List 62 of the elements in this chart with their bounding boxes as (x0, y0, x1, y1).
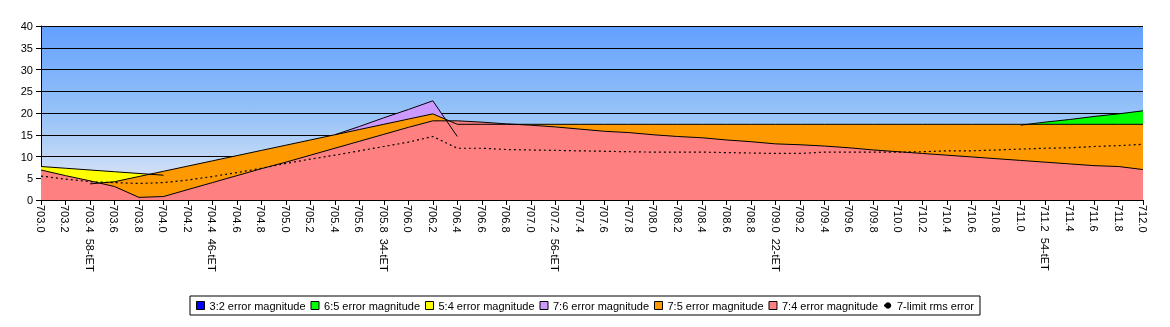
legend-label: 3:2 error magnitude (209, 299, 306, 312)
x-tick-label: 703.0 (35, 205, 47, 233)
legend-label: 7:6 error magnitude (553, 299, 649, 312)
x-tick-label: 712.0 (1137, 205, 1149, 233)
x-tick-label: 708.6 (720, 205, 733, 233)
x-tick-label: 705.8 34-tET (377, 205, 390, 272)
x-tick-label: 703.8 (132, 205, 145, 233)
x-tick-label: 709.4 (818, 205, 831, 233)
x-tick-label: 705.2 (304, 205, 317, 233)
x-tick-label: 705.6 (353, 205, 366, 233)
x-tick-label: 710.6 (965, 205, 978, 233)
y-tick-label: 20 (20, 107, 33, 119)
legend-label: 7-limit rms error (897, 299, 975, 312)
x-tick-label: 708.2 (671, 205, 684, 233)
y-tick-label: 0 (26, 194, 33, 206)
x-tick-label: 705.0 (279, 205, 292, 233)
x-tick-label: 704.4 46-tET (206, 205, 219, 272)
x-tick-label: 710.0 (892, 205, 905, 233)
x-tick-label: 711.8 (1112, 205, 1125, 232)
y-tick-label: 25 (20, 85, 33, 98)
y-tick-label: 30 (20, 63, 33, 76)
x-tick-label: 711.2 54-tET (1039, 205, 1052, 272)
x-tick-label: 704.8 (255, 205, 268, 233)
x-tick-label: 706.4 (451, 205, 464, 233)
x-tick-label: 709.6 (843, 205, 856, 233)
legend-label: 7:4 error magnitude (782, 299, 878, 312)
x-tick-label: 708.8 (745, 205, 758, 233)
x-tick-label: 710.8 (990, 205, 1003, 233)
y-tick-label: 15 (20, 128, 33, 141)
x-tick-label: 711.4 (1063, 205, 1076, 232)
x-tick-label: 710.4 (941, 205, 954, 233)
x-tick-label: 704.2 (181, 205, 194, 233)
x-tick-label: 711.0 (1014, 205, 1027, 232)
x-tick-label: 708.0 (647, 205, 660, 233)
legend-label: 7:5 error magnitude (667, 299, 764, 312)
legend-label: 6:5 error magnitude (324, 299, 421, 312)
x-tick-label: 707.6 (598, 205, 611, 233)
x-tick-label: 705.4 (328, 205, 341, 233)
legend-label: 5:4 error magnitude (438, 299, 535, 312)
x-tick-label: 708.4 (696, 205, 709, 233)
x-tick-label: 707.0 (524, 205, 537, 233)
x-tick-label: 707.4 (573, 205, 586, 233)
x-tick-label: 703.4 58-tET (83, 205, 96, 272)
x-tick-label: 706.8 (500, 205, 513, 233)
x-tick-label: 710.2 (916, 205, 929, 233)
x-tick-label: 711.6 (1088, 205, 1101, 232)
x-tick-label: 703.6 (108, 205, 121, 233)
x-tick-label: 709.0 22-tET (769, 205, 782, 272)
x-tick-label: 707.8 (622, 205, 635, 233)
x-tick-label: 709.2 (794, 205, 807, 233)
x-tick-label: 704.0 (157, 205, 170, 233)
y-tick-label: 35 (20, 41, 33, 54)
x-tick-label: 706.0 (402, 205, 415, 233)
x-tick-label: 703.2 (59, 205, 72, 233)
x-tick-label: 709.8 (867, 205, 880, 233)
x-tick-label: 706.6 (475, 205, 488, 233)
y-tick-label: 5 (26, 172, 33, 185)
x-tick-label: 704.6 (230, 205, 243, 233)
x-tick-label: 706.2 (426, 205, 439, 233)
y-tick-label: 10 (20, 150, 33, 163)
x-tick-label: 707.2 56-tET (549, 205, 562, 272)
y-tick-label: 40 (20, 20, 33, 32)
